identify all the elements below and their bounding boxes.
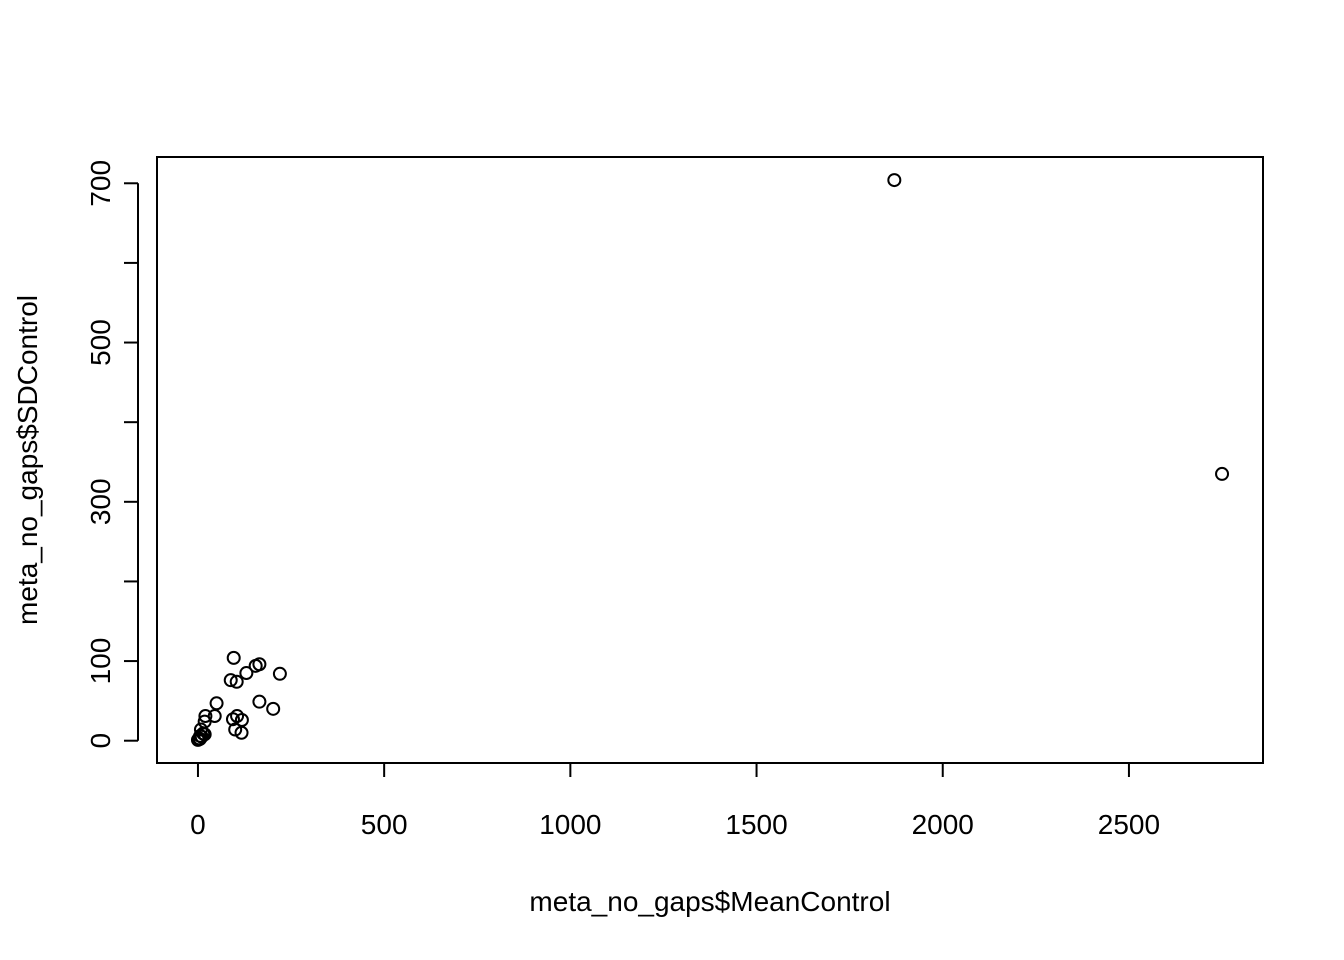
x-axis-label: meta_no_gaps$MeanControl	[529, 886, 890, 917]
data-point	[248, 658, 263, 673]
y-tick-label: 0	[85, 733, 116, 749]
x-tick-label: 1000	[539, 809, 601, 840]
data-point	[226, 650, 241, 665]
data-point	[272, 666, 287, 681]
x-tick-label: 2000	[912, 809, 974, 840]
y-tick-label: 300	[85, 478, 116, 525]
x-tick-label: 2500	[1098, 809, 1160, 840]
data-point	[229, 674, 244, 689]
x-tick-label: 0	[190, 809, 206, 840]
data-point	[209, 696, 224, 711]
y-tick-label: 100	[85, 638, 116, 685]
data-point	[239, 666, 254, 681]
data-points	[190, 173, 1230, 747]
data-point	[223, 673, 238, 688]
data-point	[266, 701, 281, 716]
x-tick-label: 1500	[725, 809, 787, 840]
plot-frame	[156, 156, 1264, 764]
data-point	[1215, 466, 1230, 481]
data-point	[225, 712, 240, 727]
x-axis: 0 500 1000 1500 2000 2500	[190, 762, 1160, 840]
y-axis-label: meta_no_gaps$SDControl	[12, 295, 43, 625]
y-tick-label: 500	[85, 319, 116, 366]
y-tick-label: 700	[85, 160, 116, 207]
y-axis: 0 100 300 500 700	[85, 160, 139, 749]
data-point	[192, 732, 207, 747]
data-point	[234, 725, 249, 740]
data-point	[887, 173, 902, 188]
x-tick-label: 500	[361, 809, 408, 840]
data-point	[252, 694, 267, 709]
data-point	[198, 709, 213, 724]
